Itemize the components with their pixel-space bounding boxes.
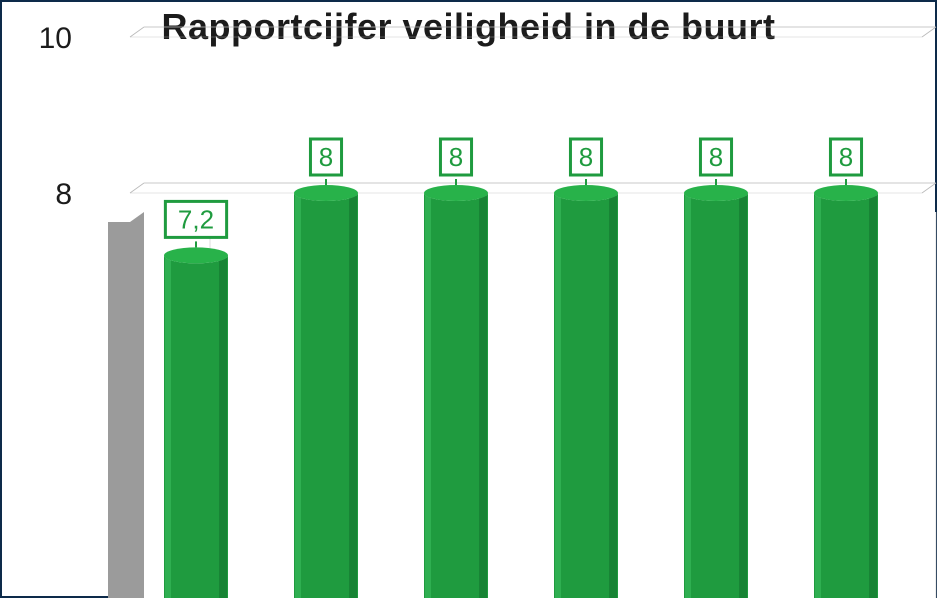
y-tick-label: 8: [12, 178, 72, 212]
bar-value-label: 7,2: [178, 204, 214, 234]
bar-value-label: 8: [449, 142, 463, 172]
bar-chart: 7,2 8 8 8 8 8: [2, 2, 937, 598]
bar-value-label: 8: [709, 142, 723, 172]
bar-value-label: 8: [319, 142, 333, 172]
chart-frame: Rapportcijfer veiligheid in de buurt 7,2…: [0, 0, 937, 598]
y-tick-label: 10: [12, 22, 72, 56]
bar-value-label: 8: [579, 142, 593, 172]
bar-value-label: 8: [839, 142, 853, 172]
